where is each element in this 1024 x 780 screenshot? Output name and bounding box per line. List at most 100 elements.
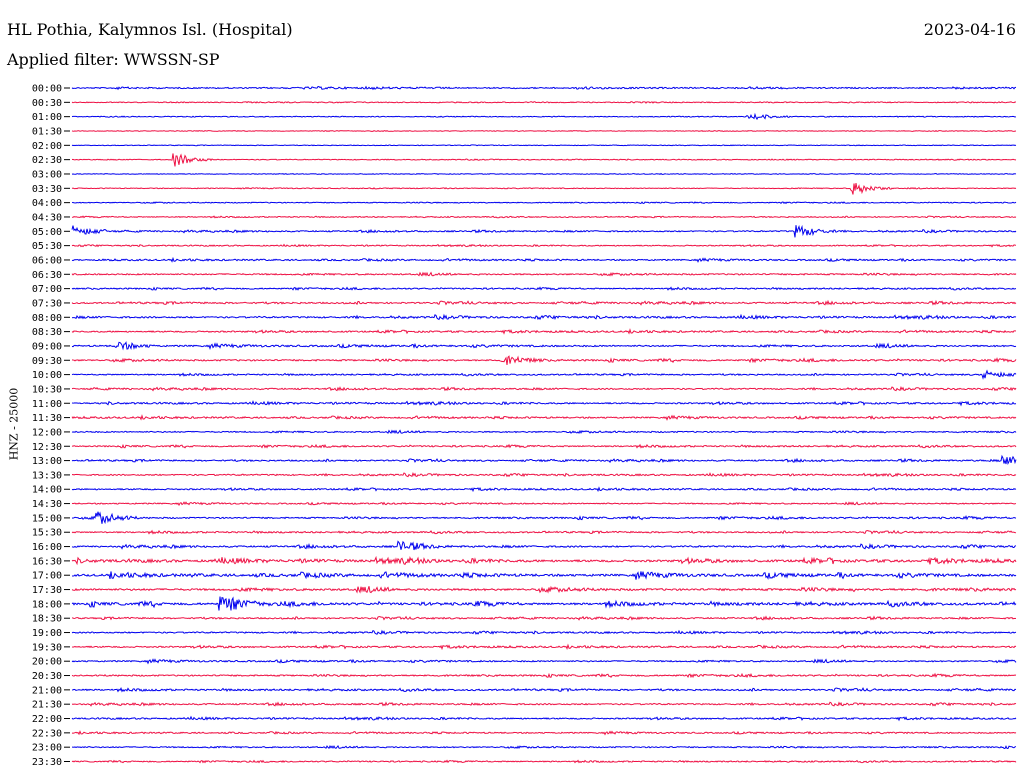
- trace-0100: [71, 112, 1017, 121]
- row-label: 00:00: [32, 84, 62, 95]
- trace-2130: [71, 701, 1017, 707]
- trace-2230: [71, 730, 1017, 736]
- trace-0030: [71, 101, 1017, 104]
- row-label: 10:00: [32, 370, 62, 381]
- row-label: 06:30: [32, 270, 62, 281]
- trace-1930: [71, 643, 1017, 651]
- trace-1430: [71, 501, 1017, 507]
- trace-0830: [71, 328, 1017, 335]
- row-label: 18:30: [32, 614, 62, 625]
- trace-0130: [71, 129, 1017, 133]
- row-label: 15:30: [32, 528, 62, 539]
- row-label: 20:00: [32, 657, 62, 668]
- trace-1500: [71, 511, 1017, 525]
- row-label: 03:00: [32, 169, 62, 180]
- row-label: 14:00: [32, 485, 62, 496]
- trace-2100: [71, 687, 1017, 693]
- row-label: 06:00: [32, 255, 62, 266]
- row-label: 09:00: [32, 341, 62, 352]
- row-label: 16:30: [32, 556, 62, 567]
- row-label: 11:30: [32, 413, 62, 424]
- row-label: 13:30: [32, 470, 62, 481]
- row-label: 01:00: [32, 112, 62, 123]
- row-label: 09:30: [32, 356, 62, 367]
- row-label: 15:00: [32, 513, 62, 524]
- row-label: 08:30: [32, 327, 62, 338]
- trace-0900: [71, 341, 1017, 351]
- trace-0630: [71, 271, 1017, 277]
- row-label: 17:30: [32, 585, 62, 596]
- trace-0730: [71, 299, 1017, 306]
- row-label: 22:30: [32, 728, 62, 739]
- row-label: 21:30: [32, 700, 62, 711]
- row-label: 04:00: [32, 198, 62, 209]
- row-label: 23:30: [32, 757, 62, 768]
- trace-2330: [71, 759, 1017, 764]
- trace-0930: [71, 355, 1017, 366]
- trace-2030: [71, 672, 1017, 679]
- trace-0230: [71, 153, 1017, 167]
- trace-0800: [71, 313, 1017, 321]
- trace-0700: [71, 286, 1017, 291]
- trace-1330: [71, 472, 1017, 478]
- plot-date: 2023-04-16: [923, 20, 1016, 39]
- trace-1800: [71, 596, 1017, 611]
- trace-0400: [71, 201, 1017, 205]
- row-label: 18:00: [32, 599, 62, 610]
- row-label: 05:00: [32, 227, 62, 238]
- trace-1700: [71, 571, 1017, 580]
- trace-1600: [71, 540, 1017, 551]
- row-label: 03:30: [32, 184, 62, 195]
- row-label: 23:00: [32, 743, 62, 754]
- row-label: 04:30: [32, 212, 62, 223]
- row-label: 07:00: [32, 284, 62, 295]
- trace-1200: [71, 429, 1017, 434]
- row-label: 12:00: [32, 427, 62, 438]
- trace-0530: [71, 243, 1017, 248]
- row-label: 14:30: [32, 499, 62, 510]
- row-label: 08:00: [32, 313, 62, 324]
- row-label: 10:30: [32, 384, 62, 395]
- trace-1300: [71, 454, 1017, 466]
- filter-label: Applied filter: WWSSN-SP: [7, 50, 220, 69]
- trace-1230: [71, 443, 1017, 449]
- row-label: 19:00: [32, 628, 62, 639]
- row-label: 21:00: [32, 685, 62, 696]
- row-label: 11:00: [32, 399, 62, 410]
- trace-1030: [71, 386, 1017, 392]
- row-label: 20:30: [32, 671, 62, 682]
- trace-0200: [71, 144, 1017, 147]
- trace-1630: [71, 555, 1017, 566]
- trace-1830: [71, 615, 1017, 621]
- trace-1100: [71, 400, 1017, 407]
- trace-0000: [71, 85, 1017, 91]
- row-label: 05:30: [32, 241, 62, 252]
- trace-1730: [71, 585, 1017, 594]
- trace-0430: [71, 215, 1017, 219]
- row-label: 13:00: [32, 456, 62, 467]
- trace-0300: [71, 172, 1017, 176]
- row-label: 00:30: [32, 98, 62, 109]
- trace-1530: [71, 529, 1017, 535]
- station-title: HL Pothia, Kalymnos Isl. (Hospital): [7, 20, 293, 39]
- trace-1000: [71, 369, 1017, 380]
- row-label: 22:00: [32, 714, 62, 725]
- trace-1900: [71, 629, 1017, 635]
- row-label: 02:30: [32, 155, 62, 166]
- trace-0500: [71, 224, 1017, 238]
- row-label: 07:30: [32, 298, 62, 309]
- trace-0330: [71, 182, 1017, 195]
- row-label: 02:00: [32, 141, 62, 152]
- trace-1400: [71, 486, 1017, 493]
- trace-2000: [71, 658, 1017, 665]
- row-label: 19:30: [32, 642, 62, 653]
- trace-1130: [71, 414, 1017, 421]
- row-label: 12:30: [32, 442, 62, 453]
- trace-0600: [71, 256, 1017, 263]
- trace-2200: [71, 715, 1017, 722]
- trace-2300: [71, 744, 1017, 750]
- row-label: 16:00: [32, 542, 62, 553]
- row-label: 01:30: [32, 126, 62, 137]
- row-label: 17:00: [32, 571, 62, 582]
